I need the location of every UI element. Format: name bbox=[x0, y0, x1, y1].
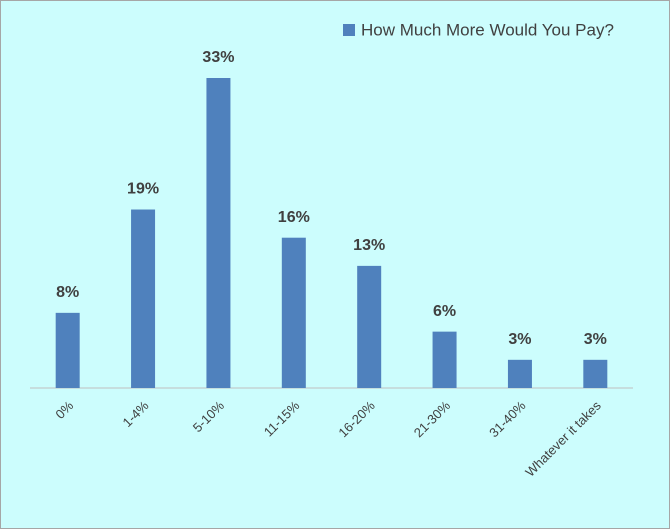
bar bbox=[281, 237, 306, 388]
bar bbox=[357, 265, 382, 388]
data-label: 13% bbox=[353, 237, 385, 254]
data-label: 3% bbox=[584, 331, 607, 348]
data-label: 16% bbox=[278, 209, 310, 226]
data-label: 33% bbox=[202, 49, 234, 66]
bar bbox=[55, 312, 80, 388]
bar bbox=[432, 331, 457, 388]
bar bbox=[206, 78, 231, 388]
legend-swatch bbox=[343, 24, 355, 36]
data-label: 8% bbox=[56, 284, 79, 301]
bar bbox=[507, 359, 532, 388]
data-label: 19% bbox=[127, 181, 159, 198]
data-label: 6% bbox=[433, 303, 456, 320]
legend-label: How Much More Would You Pay? bbox=[361, 20, 614, 39]
data-label: 3% bbox=[508, 331, 531, 348]
bar bbox=[583, 359, 608, 388]
bar bbox=[131, 209, 156, 388]
